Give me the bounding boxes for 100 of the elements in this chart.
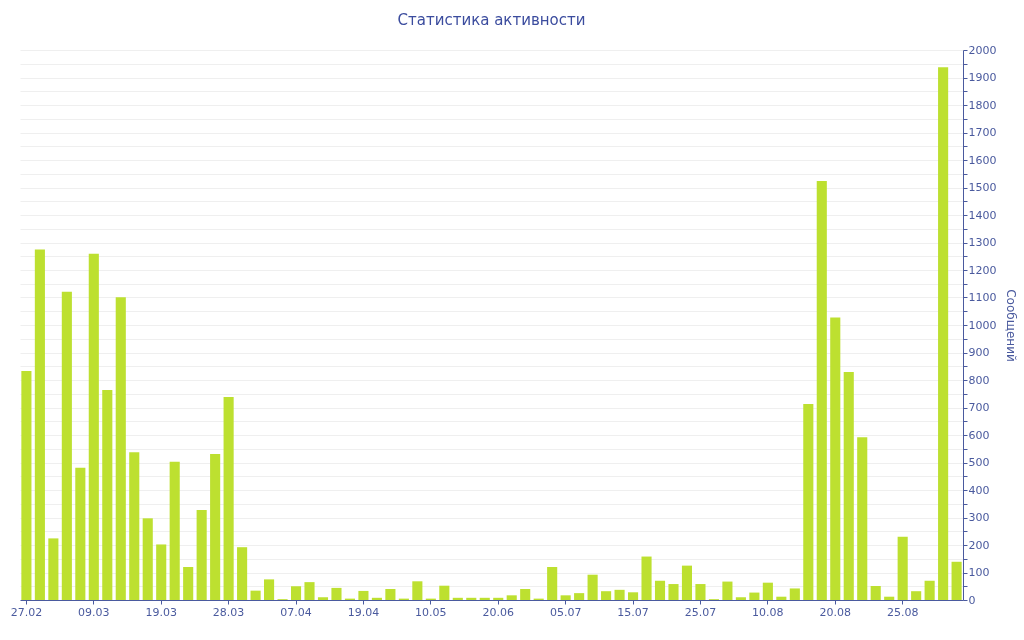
bar xyxy=(452,597,463,600)
x-tick-label: 20.08 xyxy=(819,605,852,619)
y-tick-label: 300 xyxy=(968,511,990,524)
bar xyxy=(830,317,841,600)
bar xyxy=(776,596,787,600)
x-tick-label: 09.03 xyxy=(78,605,110,619)
bar xyxy=(506,595,517,600)
bar xyxy=(816,180,827,600)
y-tick-label: 1900 xyxy=(968,71,997,84)
y-tick-label: 1500 xyxy=(968,181,997,194)
bar xyxy=(156,544,167,600)
bar xyxy=(695,584,706,600)
bar xyxy=(735,597,746,600)
bar xyxy=(951,561,962,600)
bar xyxy=(223,397,234,600)
bar xyxy=(884,596,895,600)
x-tick-label: 15.07 xyxy=(617,605,649,619)
bar xyxy=(102,389,113,600)
y-tick-label: 200 xyxy=(968,538,990,552)
bar xyxy=(762,582,773,600)
bar xyxy=(803,403,814,600)
bar xyxy=(48,538,59,600)
y-tick-label: 400 xyxy=(968,483,990,497)
bar xyxy=(668,584,679,600)
bar xyxy=(547,567,558,600)
bar xyxy=(628,592,639,600)
bar xyxy=(183,567,194,600)
bar xyxy=(75,467,86,600)
bar xyxy=(789,588,800,600)
y-tick-label: 1700 xyxy=(968,126,997,139)
y-tick-label: 100 xyxy=(968,566,990,579)
bar xyxy=(439,585,450,600)
bar xyxy=(88,253,99,600)
bar xyxy=(264,579,275,600)
bar xyxy=(331,587,342,600)
bar xyxy=(196,510,207,600)
x-tick-label: 05.07 xyxy=(549,605,582,619)
bar xyxy=(749,592,760,600)
bar xyxy=(911,591,922,600)
bar xyxy=(290,586,302,600)
x-tick-label: 19.04 xyxy=(347,605,380,619)
bar xyxy=(870,585,881,600)
bar xyxy=(142,518,153,600)
x-tick-label: 10.08 xyxy=(752,605,784,619)
bar xyxy=(210,453,221,600)
bar xyxy=(924,580,935,600)
x-tick-label: 28.03 xyxy=(212,605,245,619)
bar xyxy=(412,581,423,600)
y-tick-label: 1800 xyxy=(968,98,997,112)
y-tick-label: 1100 xyxy=(968,291,997,304)
bar xyxy=(574,593,585,600)
bar xyxy=(641,556,652,600)
y-tick-label: 600 xyxy=(968,428,990,442)
y-axis-title: Сообщений xyxy=(1004,289,1019,362)
bar xyxy=(601,591,612,600)
x-tick-label: 07.04 xyxy=(280,605,312,619)
y-tick-label: 1000 xyxy=(968,318,997,332)
y-tick-label: 900 xyxy=(968,346,990,359)
bar xyxy=(681,565,693,600)
bar xyxy=(587,574,598,600)
x-tick-label: 10.05 xyxy=(415,605,447,619)
x-tick-label: 25.07 xyxy=(684,605,717,619)
y-tick-label: 2000 xyxy=(968,43,997,57)
y-tick-label: 800 xyxy=(968,373,990,387)
bar xyxy=(857,437,868,600)
bar xyxy=(493,597,504,600)
bar xyxy=(722,581,733,600)
bar xyxy=(115,297,126,600)
bar xyxy=(250,590,261,600)
bar xyxy=(358,590,369,600)
y-tick-label: 500 xyxy=(968,456,990,469)
chart-title: Статистика активности xyxy=(397,11,586,29)
bar xyxy=(520,589,531,600)
bar xyxy=(479,597,490,600)
bar xyxy=(385,589,396,600)
x-tick-label: 20.06 xyxy=(482,605,514,619)
bar xyxy=(897,536,908,600)
x-tick-label: 27.02 xyxy=(10,605,43,619)
x-tick-label: 25.08 xyxy=(886,605,919,619)
y-tick-label: 0 xyxy=(968,593,976,607)
bar xyxy=(61,291,72,600)
bar xyxy=(371,597,382,600)
bar xyxy=(34,249,45,600)
bar xyxy=(317,597,329,600)
bar xyxy=(21,370,32,600)
bar xyxy=(938,67,949,600)
x-tick-label: 19.03 xyxy=(145,605,177,619)
y-tick-label: 1200 xyxy=(968,263,997,277)
bar xyxy=(304,582,315,600)
bar xyxy=(654,580,666,600)
y-tick-label: 1300 xyxy=(968,236,997,249)
bar xyxy=(466,597,477,600)
bar xyxy=(843,372,854,600)
bar xyxy=(169,461,180,600)
y-tick-label: 1600 xyxy=(968,153,997,167)
bar xyxy=(614,589,625,600)
y-tick-label: 1400 xyxy=(968,208,997,222)
bar xyxy=(237,547,248,600)
bar xyxy=(560,595,571,600)
bar xyxy=(129,452,140,600)
